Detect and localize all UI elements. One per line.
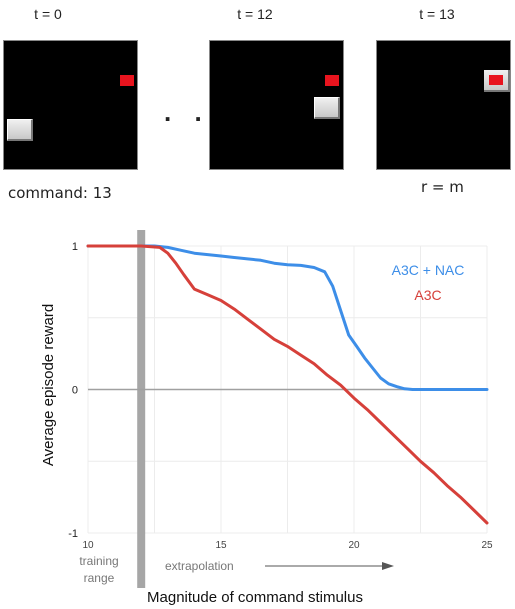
x-tick-label: 20 xyxy=(348,540,360,551)
training-label-line2: range xyxy=(84,571,115,585)
x-tick-label: 25 xyxy=(481,540,493,551)
target-square xyxy=(325,75,339,86)
ellipsis: . . xyxy=(164,102,210,122)
frame-t0-box xyxy=(3,40,138,170)
y-tick-label: -1 xyxy=(68,528,78,540)
training-label-line1: training xyxy=(79,554,118,568)
agent-square xyxy=(314,97,340,119)
legend-a3c: A3C xyxy=(414,287,441,303)
y-axis-title: Average episode reward xyxy=(40,304,57,466)
agent-on-target xyxy=(484,70,510,92)
target-square xyxy=(489,75,503,85)
x-tick-label: 10 xyxy=(82,540,94,551)
frame-label-t13: t = 13 xyxy=(372,6,502,22)
frame-label-t0: t = 0 xyxy=(0,6,113,22)
agent-square xyxy=(7,119,33,141)
frame-t12 xyxy=(209,40,344,170)
command-caption: command: 13 xyxy=(8,184,112,202)
x-tick-label: 15 xyxy=(215,540,227,551)
training-boundary-bar xyxy=(137,230,145,588)
y-tick-label: 0 xyxy=(72,385,78,397)
extrapolation-arrowhead xyxy=(382,562,394,570)
reward-chart: 10 15 20 25 -1 0 1 A3C + NAC A3C Average episo… xyxy=(0,220,515,609)
frame-label-t12: t = 12 xyxy=(190,6,320,22)
y-tick-label: 1 xyxy=(72,241,78,253)
reward-caption: r = m xyxy=(421,178,464,196)
target-square xyxy=(120,75,134,86)
frame-t13 xyxy=(376,40,511,170)
extrapolation-label: extrapolation xyxy=(165,559,234,573)
x-axis-title: Magnitude of command stimulus xyxy=(147,589,363,606)
legend-nac: A3C + NAC xyxy=(392,262,465,278)
